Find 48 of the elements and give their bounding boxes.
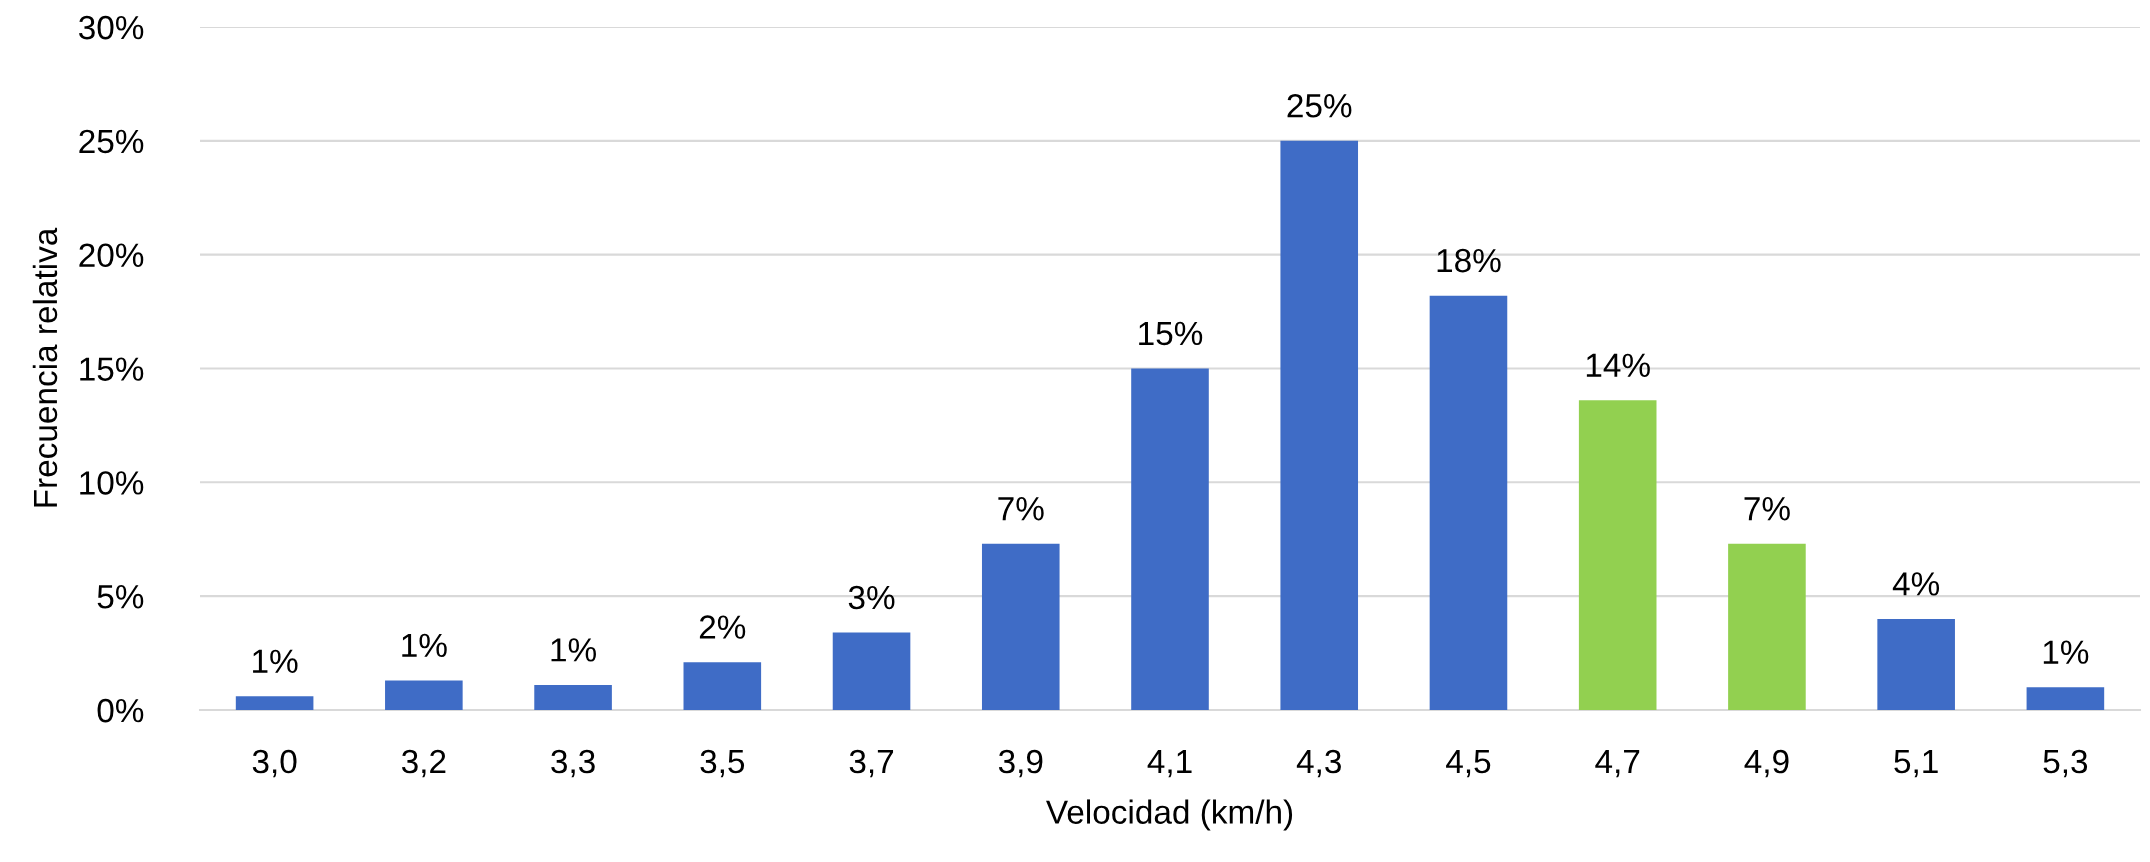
y-tick-label: 10% bbox=[80, 471, 144, 495]
x-tick-label: 4,7 bbox=[1595, 750, 1640, 778]
y-tick-label: 30% bbox=[79, 15, 144, 40]
y-tick-label: 5% bbox=[97, 585, 144, 609]
data-label: 18% bbox=[1437, 248, 1501, 273]
bar bbox=[981, 543, 1060, 710]
bar bbox=[1280, 140, 1359, 710]
bar bbox=[1578, 400, 1657, 710]
bar bbox=[235, 696, 314, 710]
data-label: 14% bbox=[1586, 353, 1650, 377]
bar bbox=[683, 662, 762, 710]
x-tick-label: 3,7 bbox=[849, 749, 894, 778]
data-label: 1% bbox=[402, 633, 447, 658]
x-axis-title: Velocidad (km/h) bbox=[1046, 799, 1293, 831]
bar bbox=[385, 680, 463, 710]
x-tick-label: 3,0 bbox=[252, 749, 297, 778]
x-tick-label: 5,3 bbox=[2043, 749, 2088, 778]
data-label: 15% bbox=[1139, 321, 1203, 346]
bar bbox=[1131, 368, 1209, 710]
data-label: 1% bbox=[2043, 640, 2089, 664]
y-tick-label: 15% bbox=[80, 357, 144, 381]
data-label: 1% bbox=[551, 638, 596, 662]
data-label: 1% bbox=[253, 649, 298, 673]
x-tick-label: 5,1 bbox=[1894, 750, 1938, 778]
data-label: 7% bbox=[998, 497, 1044, 521]
data-label: 2% bbox=[699, 615, 746, 639]
y-tick-label: 20% bbox=[79, 243, 144, 268]
y-tick-label: 25% bbox=[79, 129, 144, 154]
y-tick-label: 0% bbox=[97, 698, 144, 723]
data-label: 25% bbox=[1287, 93, 1352, 118]
bar bbox=[1429, 295, 1508, 710]
bar bbox=[1728, 543, 1806, 710]
data-label: 4% bbox=[1892, 572, 1940, 596]
data-label: 3% bbox=[848, 585, 895, 610]
bar bbox=[2026, 687, 2105, 710]
x-tick-label: 3,5 bbox=[700, 749, 745, 778]
x-tick-label: 4,1 bbox=[1147, 750, 1192, 778]
x-tick-label: 3,3 bbox=[551, 749, 595, 778]
x-tick-label: 3,2 bbox=[401, 749, 446, 778]
data-label: 7% bbox=[1744, 497, 1790, 521]
x-tick-label: 3,9 bbox=[998, 749, 1043, 778]
y-axis-title: Frecuencia relativa bbox=[32, 227, 58, 507]
x-tick-label: 4,5 bbox=[1446, 750, 1491, 778]
bar bbox=[1877, 618, 1955, 710]
x-tick-label: 4,9 bbox=[1744, 749, 1789, 778]
bar bbox=[832, 632, 911, 710]
x-tick-label: 4,3 bbox=[1296, 749, 1341, 778]
bar bbox=[534, 684, 612, 710]
